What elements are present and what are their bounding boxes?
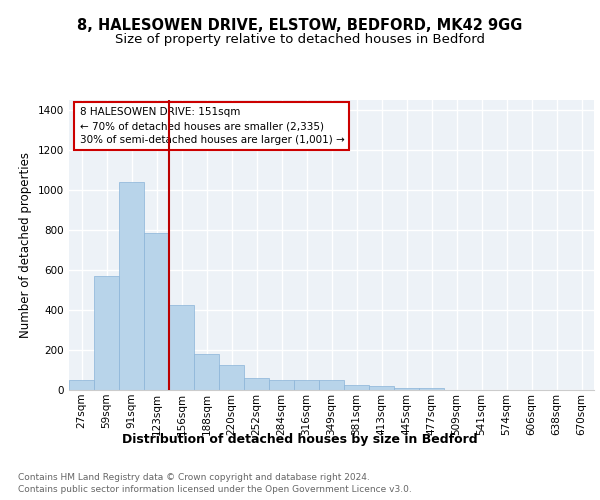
Bar xyxy=(419,388,444,390)
Text: 8, HALESOWEN DRIVE, ELSTOW, BEDFORD, MK42 9GG: 8, HALESOWEN DRIVE, ELSTOW, BEDFORD, MK4… xyxy=(77,18,523,32)
Text: Contains public sector information licensed under the Open Government Licence v3: Contains public sector information licen… xyxy=(18,485,412,494)
Text: Size of property relative to detached houses in Bedford: Size of property relative to detached ho… xyxy=(115,32,485,46)
Bar xyxy=(319,380,344,390)
Bar xyxy=(369,386,394,390)
Bar xyxy=(244,378,269,390)
Y-axis label: Number of detached properties: Number of detached properties xyxy=(19,152,32,338)
Bar xyxy=(394,388,419,390)
Bar xyxy=(144,233,169,390)
Bar xyxy=(119,182,144,390)
Bar xyxy=(194,354,219,390)
Bar xyxy=(169,305,194,390)
Text: 8 HALESOWEN DRIVE: 151sqm
← 70% of detached houses are smaller (2,335)
30% of se: 8 HALESOWEN DRIVE: 151sqm ← 70% of detac… xyxy=(79,108,344,146)
Text: Contains HM Land Registry data © Crown copyright and database right 2024.: Contains HM Land Registry data © Crown c… xyxy=(18,472,370,482)
Bar xyxy=(294,380,319,390)
Bar xyxy=(219,365,244,390)
Bar xyxy=(69,380,94,390)
Bar xyxy=(94,276,119,390)
Bar xyxy=(269,380,294,390)
Bar xyxy=(344,385,369,390)
Text: Distribution of detached houses by size in Bedford: Distribution of detached houses by size … xyxy=(122,432,478,446)
